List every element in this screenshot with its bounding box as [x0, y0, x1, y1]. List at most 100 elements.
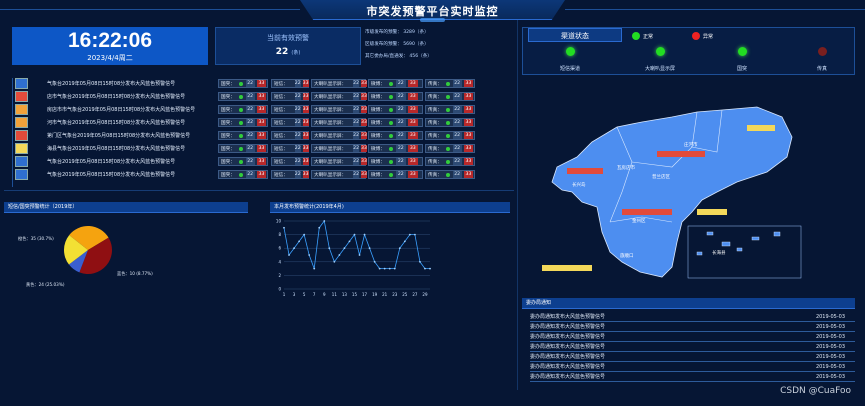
channel-name: 微博：	[371, 172, 385, 178]
notice-date: 2019-05-03	[815, 324, 845, 330]
y-tick-label: 6	[278, 246, 281, 251]
map-islands	[696, 231, 781, 256]
channel-name: 微博：	[371, 146, 385, 152]
x-tick-label: 23	[392, 292, 398, 297]
pie-slice-label: 黄色：24 (25.03%)	[26, 281, 65, 288]
channel-count-a: 22	[395, 171, 406, 178]
map-marker-group[interactable]	[697, 209, 727, 215]
channel-count: 国突： 22 33	[218, 131, 268, 140]
channel-count-b: 33	[463, 158, 473, 165]
channel-count-a: 22	[245, 132, 255, 139]
data-point	[353, 233, 356, 236]
channel-name: 传真：	[428, 133, 442, 139]
warning-row[interactable]: 房店市市气象台2019年05月08日15时08分发布大风蓝色预警信号 国突： 22 3…	[13, 104, 515, 115]
notice-text: 委办局通知发布大风蓝色预警信号	[530, 364, 606, 370]
map-border-3	[691, 109, 723, 153]
channel-count: 大喇叭显示屏： 22 33	[311, 170, 367, 179]
notice-row[interactable]: 委办局通知发布大风蓝色预警信号 2019-05-03	[530, 372, 855, 382]
data-point	[378, 267, 381, 270]
notice-row[interactable]: 委办局通知发布大风蓝色预警信号 2019-05-03	[530, 342, 855, 352]
channel-count: 大喇叭显示屏： 22 33	[311, 92, 367, 101]
status-ok-icon	[388, 107, 393, 112]
channel-name: 短信：	[274, 133, 288, 139]
notice-row[interactable]: 委办局通知发布大风蓝色预警信号 2019-05-03	[530, 362, 855, 372]
map-marker-group[interactable]	[567, 168, 603, 174]
map-border-4	[609, 216, 673, 223]
channel-name: 大喇叭显示屏：	[314, 107, 347, 113]
data-point	[368, 247, 371, 250]
channel-count: 传真： 22 33	[425, 157, 475, 166]
pie-panel-title: 短信/国突预警统计（2019年）	[4, 202, 248, 213]
channel-status-title-bar	[528, 28, 622, 42]
map-marker-group[interactable]	[747, 125, 775, 131]
warning-signal-icon	[15, 143, 28, 154]
data-point	[419, 260, 421, 263]
notice-row[interactable]: 委办局通知发布大风蓝色预警信号 2019-05-03	[530, 322, 855, 332]
channel-count-b: 33	[463, 145, 473, 152]
channel-count-b: 33	[463, 132, 473, 139]
channel-status-icon	[818, 47, 827, 56]
channel-name: 大喇叭显示屏：	[314, 94, 347, 100]
data-point	[323, 220, 326, 222]
data-point	[283, 226, 285, 229]
channel-count: 大喇叭显示屏： 22 33	[311, 144, 367, 153]
clock-date: 2023/4/4周二	[87, 54, 133, 62]
warning-row[interactable]: 气象台2019年05月08日15时08分发布大风蓝色预警信号 国突： 22 33 短信：…	[13, 78, 515, 89]
watermark: CSDN @CuaFoo	[780, 386, 851, 396]
region-map[interactable]: 庄河市 普兰店区 瓦房店市 长兴岛 金州区 旅顺口 长海县	[522, 82, 855, 294]
warning-row[interactable]: 海县气象台2019年05月08日15时08分发布大风蓝色预警信号 国突： 22 33 短…	[13, 143, 515, 154]
status-ok-icon	[445, 172, 450, 177]
legend-ok-label: 正常	[643, 34, 654, 40]
notice-row[interactable]: 委办局通知发布大风蓝色预警信号 2019-05-03	[530, 332, 855, 342]
warning-row[interactable]: 气象台2019年05月08日15时08分发布大风蓝色预警信号 国突： 22 33 短信：…	[13, 169, 515, 180]
channel-name: 国突：	[221, 94, 235, 100]
data-point	[393, 267, 396, 270]
channel-count-a: 22	[395, 145, 406, 152]
pie-slice	[69, 226, 109, 250]
channel-count-b: 33	[256, 145, 266, 152]
map-marker-group[interactable]	[622, 209, 672, 215]
map-warning-markers[interactable]	[542, 125, 775, 271]
status-ok-icon	[445, 94, 450, 99]
warning-row[interactable]: 第门区气象台2019年05月08日15时08分发布大风蓝色预警信号 国突： 22 33…	[13, 130, 515, 141]
channel-name: 微博：	[371, 81, 385, 87]
legend-ok-icon	[632, 32, 640, 40]
status-ok-icon	[388, 81, 393, 86]
channel-count-b: 33	[407, 80, 418, 87]
channel-count: 短信： 22 33	[271, 118, 309, 127]
x-tick-label: 9	[323, 292, 326, 297]
legend-error-label: 异常	[703, 34, 714, 40]
notice-row[interactable]: 委办局通知发布大风蓝色预警信号 2019-05-03	[530, 352, 855, 362]
map-marker-group[interactable]	[657, 151, 705, 157]
channel-count-a: 22	[395, 158, 406, 165]
notice-date: 2019-05-03	[815, 334, 845, 340]
channel-count-b: 33	[407, 158, 418, 165]
channel-name: 大喇叭显示屏：	[314, 133, 347, 139]
x-tick-label: 19	[372, 292, 378, 297]
warning-row[interactable]: 河市气象台2019年05月08日15时08分发布大风蓝色预警信号 国突： 22 33 短…	[13, 117, 515, 128]
notice-row[interactable]: 委办局通知发布大风蓝色预警信号 2019-05-03	[530, 312, 855, 322]
channel-count-b: 33	[361, 119, 367, 126]
warning-row[interactable]: 店市气象台2019年05月08日15时08分发布大风蓝色预警信号 国突： 22 33 短…	[13, 91, 515, 102]
channel-count-a: 22	[452, 145, 462, 152]
x-tick-label: 1	[283, 292, 286, 297]
divider-vertical	[517, 20, 518, 390]
channel-count-a: 22	[353, 80, 360, 87]
status-ok-icon	[445, 159, 450, 164]
channel-count-a: 22	[294, 158, 301, 165]
island-inset-frame	[687, 225, 802, 279]
map-border-1	[609, 126, 633, 223]
warning-row[interactable]: 气象台2019年05月08日15时08分发布大风蓝色预警信号 国突： 22 33 短信：…	[13, 156, 515, 167]
map-land[interactable]	[551, 106, 793, 278]
channel-count-a: 22	[294, 145, 301, 152]
data-point	[308, 254, 311, 256]
notice-date: 2019-05-03	[815, 314, 845, 320]
status-ok-icon	[445, 81, 450, 86]
channel-count-a: 22	[294, 132, 301, 139]
map-marker-group[interactable]	[542, 265, 592, 271]
channel-name: 短信：	[274, 107, 288, 113]
status-ok-icon	[445, 146, 450, 151]
channel-name: 传真：	[428, 94, 442, 100]
channel-count: 微博： 22 33	[368, 105, 423, 114]
y-tick-label: 10	[276, 219, 282, 224]
